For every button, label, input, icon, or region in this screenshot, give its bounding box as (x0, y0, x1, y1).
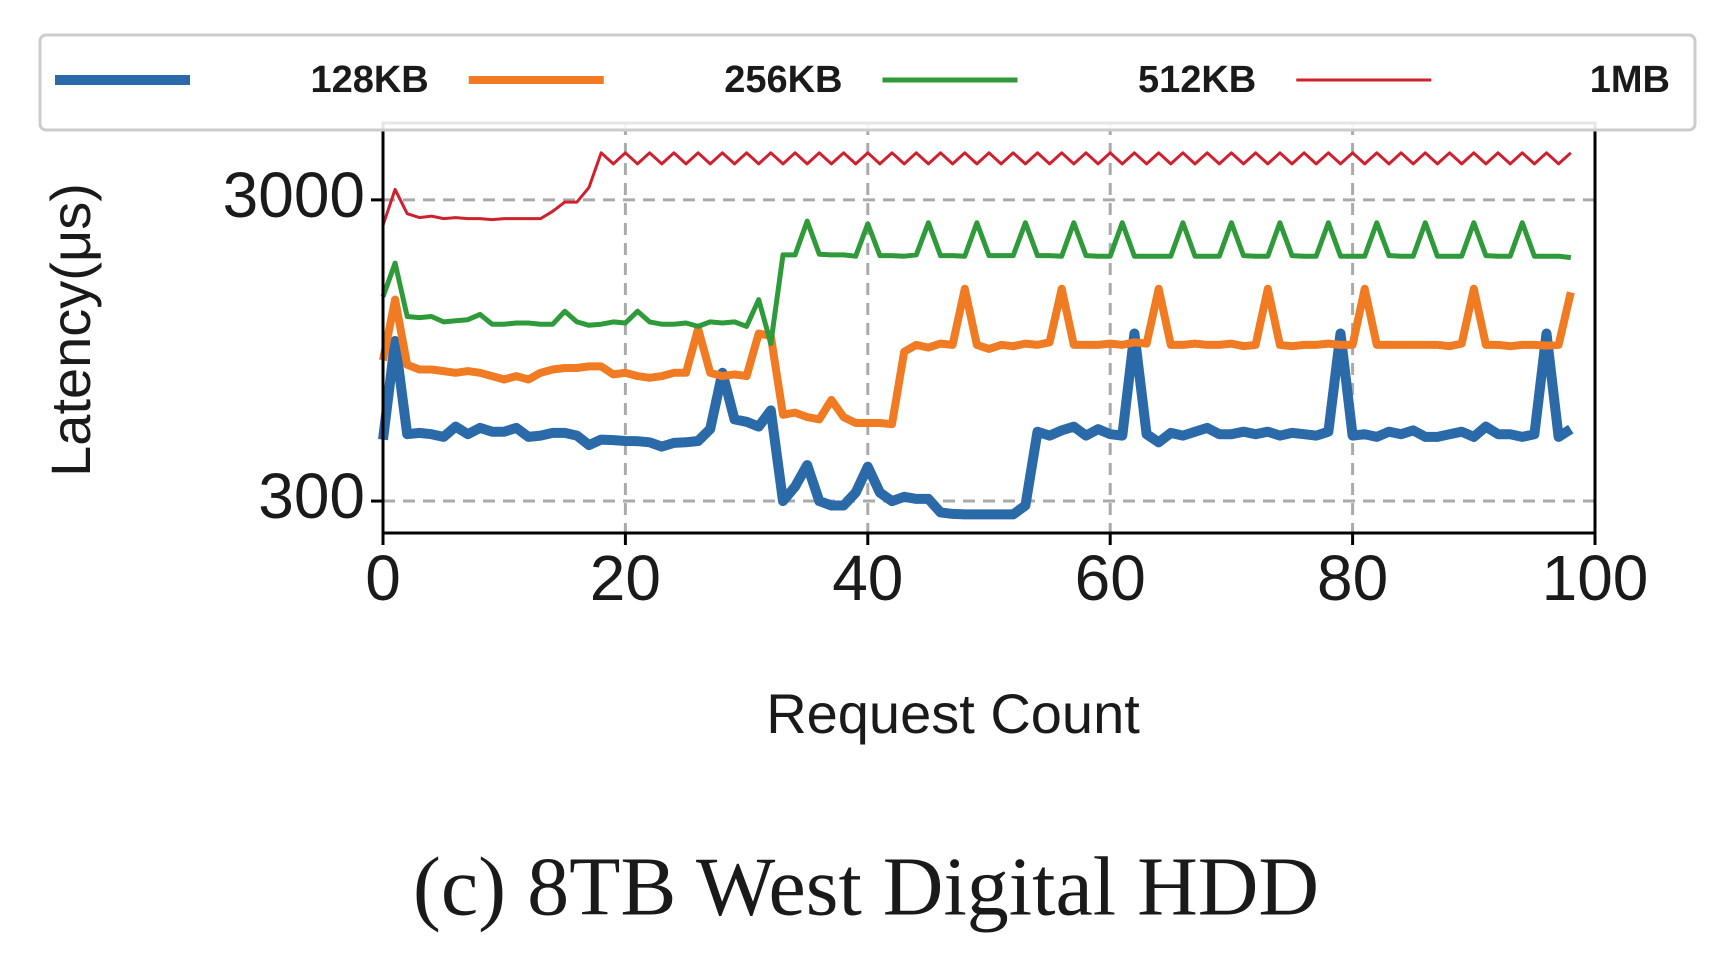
data-line (380, 218, 1572, 347)
x-tick-label: 40 (832, 542, 903, 614)
legend-label: 128KB (310, 59, 428, 101)
y-tick-label: 3000 (223, 159, 365, 231)
x-tick-label: 60 (1075, 542, 1146, 614)
plot-frame (381, 121, 1597, 535)
data-line (381, 151, 1572, 226)
legend-box (38, 33, 1697, 132)
y-axis-label: Latency(μs) (39, 183, 102, 477)
caption: (c) 8TB West Digital HDD (413, 840, 1319, 933)
legend-label: 256KB (724, 59, 842, 101)
x-tick-label: 80 (1317, 542, 1388, 614)
x-axis-label: Request Count (766, 682, 1140, 745)
y-tick-label: 300 (258, 460, 365, 532)
x-tick-label: 20 (590, 542, 661, 614)
x-tick-label: 100 (1542, 542, 1649, 614)
x-tick-label: 0 (365, 542, 401, 614)
legend-label: 512KB (1138, 59, 1256, 101)
legend-label: 1MB (1590, 59, 1670, 101)
data-line (378, 328, 1574, 520)
data-line (379, 284, 1575, 429)
